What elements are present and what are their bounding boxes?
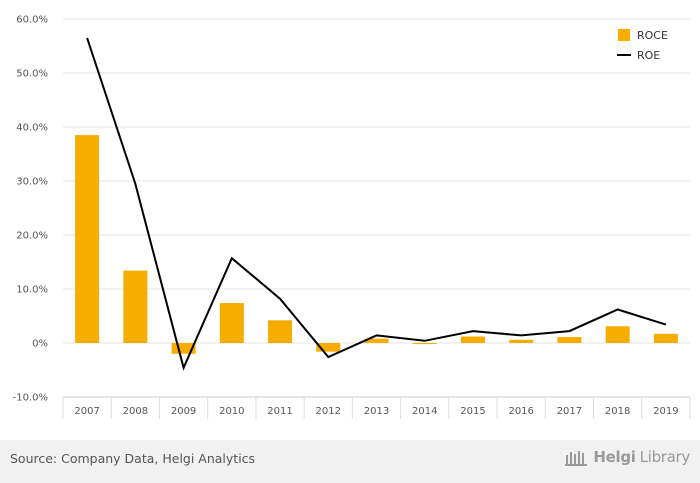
x-tick-label: 2017 [557,406,582,417]
bar-roce-2017 [557,337,582,343]
bar-roce-2018 [605,326,630,343]
x-tick-label: 2016 [508,406,533,417]
bar-roce-2007 [75,135,100,343]
x-tick-label: 2015 [460,406,485,417]
bar-roce-2008 [123,270,148,343]
gridlines [63,18,690,398]
y-tick-label: 10.0% [16,285,48,296]
roe-line-group [86,37,667,371]
legend: ROCE ROE [617,29,668,62]
y-tick-label: 0% [32,339,48,350]
bar-roce-2011 [268,320,293,343]
library-logo-icon [565,451,588,466]
legend-roce-label: ROCE [637,29,668,42]
bar-roce-2014 [412,343,437,345]
x-tick-label: 2009 [171,406,196,417]
footer: Source: Company Data, Helgi Analytics He… [0,440,700,483]
roce-bars [75,135,678,354]
logo-text-bold: Helgi [593,448,636,466]
y-tick-label: -10.0% [13,393,48,404]
bar-roce-2015 [460,336,485,343]
y-axis-ticks: 60.0% 50.0% 40.0% 30.0% 20.0% 10.0% 0% -10.0% [13,15,48,404]
x-tick-label: 2019 [653,406,678,417]
y-tick-label: 20.0% [16,231,48,242]
bar-roce-2010 [219,303,244,343]
y-tick-label: 40.0% [16,123,48,134]
bar-roce-2012 [316,343,341,352]
legend-roe-label: ROE [637,49,660,62]
x-tick-label: 2012 [316,406,341,417]
x-tick-label: 2011 [267,406,292,417]
legend-roce-swatch [618,29,630,41]
x-tick-label: 2014 [412,406,437,417]
x-tick-label: 2013 [364,406,389,417]
source-note: Source: Company Data, Helgi Analytics [10,451,256,466]
chart: 60.0% 50.0% 40.0% 30.0% 20.0% 10.0% 0% -10.0% 2… [13,15,691,419]
bar-roce-2016 [509,339,534,343]
y-tick-label: 30.0% [16,177,48,188]
bar-roce-2019 [653,333,678,343]
x-axis: 2007 2008 2009 2010 2011 2012 2013 2014 2015 2016… [62,396,691,419]
x-tick-label: 2007 [74,406,99,417]
logo-text-light: Library [639,448,691,466]
y-tick-label: 50.0% [16,69,48,80]
x-tick-label: 2018 [605,406,630,417]
y-tick-label: 60.0% [16,15,48,26]
bar-roce-2013 [364,338,389,343]
x-tick-label: 2008 [123,406,148,417]
bar-roce-2009 [171,343,196,354]
x-tick-label: 2010 [219,406,244,417]
roe-line [86,37,667,371]
helgi-library-logo: Helgi Library [565,448,690,466]
